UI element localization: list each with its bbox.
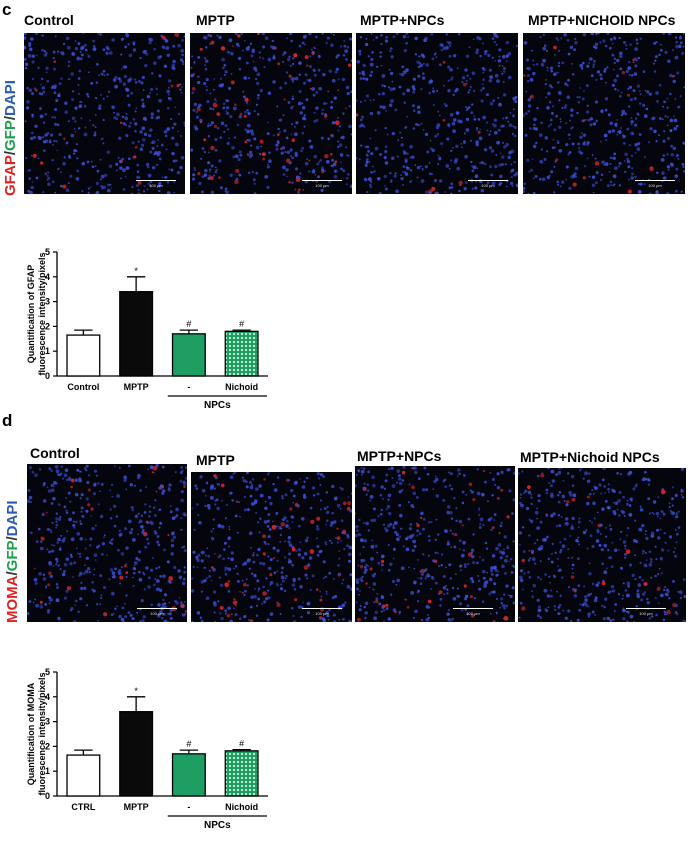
- y-tick-label: 4: [45, 692, 50, 702]
- bar-: [171, 753, 206, 797]
- micrograph-texture: [355, 466, 515, 622]
- bar-mptp: [119, 291, 154, 377]
- panel-d-title-mptp: MPTP: [196, 452, 235, 468]
- panel-c-title-mptp: MPTP: [196, 12, 235, 28]
- micrograph-texture: [518, 468, 686, 622]
- micrograph-c-control: 100 µm: [24, 33, 185, 194]
- micrograph-c-mptp-nichoid-npcs: 100 µm: [523, 33, 685, 194]
- bar-nichoid: [224, 750, 259, 797]
- y-tick-label: 4: [45, 272, 50, 282]
- micrograph-d-control: 100 µm: [27, 464, 187, 622]
- y-tick-label: 2: [45, 741, 50, 751]
- x-tick-label: MPTP: [124, 382, 149, 392]
- micrograph-texture: [356, 33, 518, 194]
- gfap-bar-chart: Quantification of GFAP fluorescence inten…: [26, 247, 268, 411]
- group-label: NPCs: [204, 820, 231, 831]
- y-axis-label-line1: Quantification of MOMA: [26, 682, 36, 785]
- micrograph-d-mptp: 100 µm: [191, 472, 352, 622]
- panel-c-title-mptp-nichoid-npcs: MPTP+NICHOID NPCs: [528, 12, 676, 28]
- bar-mptp: [119, 711, 154, 797]
- significance-mark: #: [239, 739, 244, 749]
- panel-d-title-mptp-nichoid-npcs: MPTP+Nichoid NPCs: [520, 449, 660, 465]
- micrograph-c-mptp-npcs: 100 µm: [356, 33, 518, 194]
- significance-mark: #: [186, 319, 191, 329]
- x-tick-label: -: [187, 802, 190, 812]
- panel-c-title-control: Control: [24, 12, 74, 28]
- y-tick-label: 1: [45, 346, 50, 356]
- x-tick-label: -: [187, 382, 190, 392]
- y-tick-label: 3: [45, 717, 50, 727]
- group-label: NPCs: [204, 400, 231, 411]
- panel-c-stain-label: GFAP/GFP/DAPI: [2, 80, 19, 196]
- panel-c-title-mptp-npcs: MPTP+NPCs: [360, 12, 445, 28]
- x-tick-label: Nichoid: [225, 382, 258, 392]
- y-tick-label: 5: [45, 667, 50, 677]
- panel-d-letter: d: [2, 411, 13, 430]
- micrograph-c-mptp: 100 µm: [190, 33, 352, 194]
- micrograph-texture: [523, 33, 685, 194]
- panel-d-stain-label: MOMA/GFP/DAPI: [4, 500, 21, 623]
- y-axis-label-line2: fluorescence intensity/pixels: [37, 252, 47, 375]
- significance-mark: *: [134, 686, 138, 696]
- x-tick-label: Nichoid: [225, 802, 258, 812]
- micrograph-texture: [190, 33, 352, 194]
- micrograph-texture: [27, 464, 187, 622]
- micrograph-d-mptp-nichoid-npcs: 100 µm: [518, 468, 686, 622]
- significance-mark: *: [134, 266, 138, 276]
- panel-c-letter: c: [2, 0, 12, 19]
- y-axis-label-line2: fluorescence intensity/pixels: [37, 672, 47, 795]
- x-tick-label: CTRL: [71, 802, 95, 812]
- y-tick-label: 2: [45, 321, 50, 331]
- y-tick-label: 0: [45, 791, 50, 801]
- micrograph-texture: [191, 472, 352, 622]
- significance-mark: #: [186, 739, 191, 749]
- bar-ctrl: [66, 754, 101, 797]
- y-tick-label: 1: [45, 766, 50, 776]
- bar-control: [66, 334, 101, 377]
- y-axis-label-line1: Quantification of GFAP: [26, 265, 36, 364]
- panel-d-title-mptp-npcs: MPTP+NPCs: [357, 448, 442, 464]
- y-tick-label: 3: [45, 297, 50, 307]
- y-tick-label: 5: [45, 247, 50, 257]
- y-tick-label: 0: [45, 371, 50, 381]
- significance-mark: #: [239, 319, 244, 329]
- micrograph-d-mptp-npcs: 100 µm: [355, 466, 515, 622]
- bar-nichoid: [224, 330, 259, 377]
- x-tick-label: MPTP: [124, 802, 149, 812]
- x-tick-label: Control: [67, 382, 99, 392]
- bar-: [171, 333, 206, 377]
- panel-d-title-control: Control: [30, 445, 80, 461]
- moma-bar-chart: Quantification of MOMA fluorescence inten…: [26, 667, 268, 831]
- micrograph-texture: [24, 33, 185, 194]
